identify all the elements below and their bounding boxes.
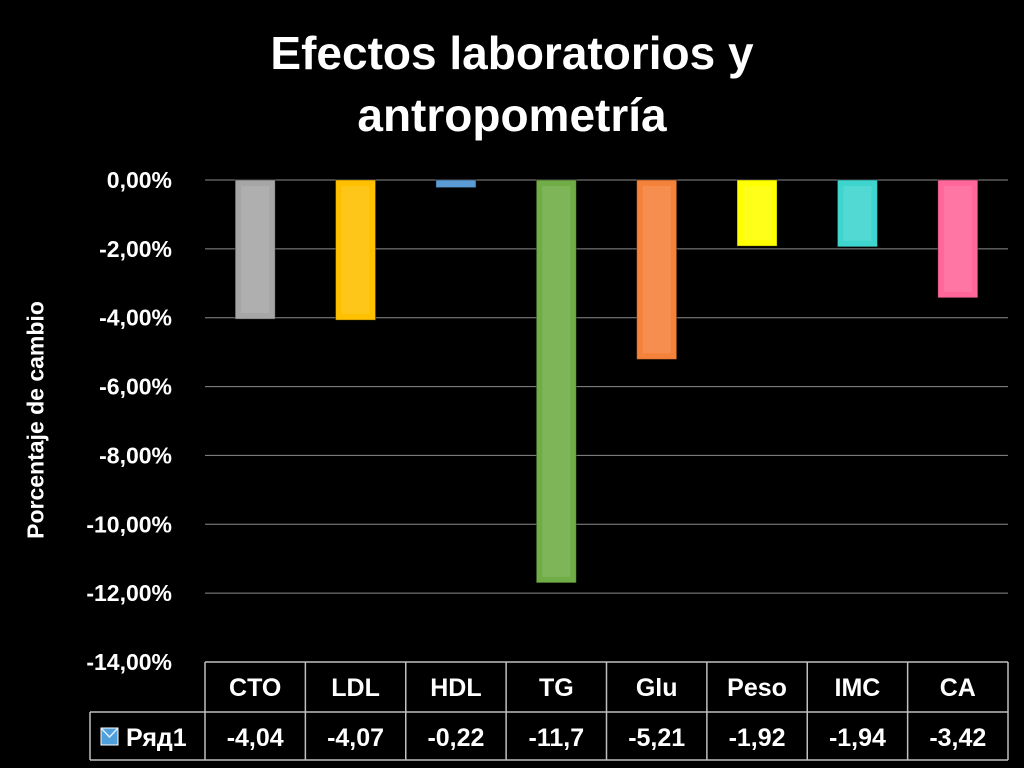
bar-glu — [636, 179, 678, 360]
bar-imc — [836, 179, 878, 248]
bar-bevel — [642, 186, 671, 354]
x-tick-label: TG — [539, 674, 574, 702]
y-tick-label: 0,00% — [107, 167, 172, 193]
x-tick-label: HDL — [430, 674, 481, 702]
bar-bevel — [241, 186, 270, 314]
y-tick-label: -14,00% — [86, 649, 172, 675]
table-value: -1,92 — [729, 724, 786, 752]
legend-series-name: Ряд1 — [126, 724, 187, 752]
y-tick-label: -6,00% — [99, 374, 172, 400]
legend-key-shine — [100, 727, 119, 739]
bar-peso — [736, 179, 778, 247]
x-tick-label: Peso — [727, 674, 787, 702]
bar-ca — [937, 179, 979, 299]
chart-title-line-1: Efectos laboratorios y — [270, 27, 754, 79]
table-value: -4,07 — [327, 724, 384, 752]
table-value: -1,94 — [829, 724, 886, 752]
bar-bevel — [743, 186, 772, 241]
bar-bevel — [542, 186, 571, 577]
bar-tg — [535, 179, 577, 584]
table-value: -0,22 — [427, 724, 484, 752]
x-tick-label: IMC — [835, 674, 881, 702]
x-tick-label: CTO — [229, 674, 281, 702]
y-tick-label: -2,00% — [99, 236, 172, 262]
chart-title-line-2: antropometría — [357, 89, 667, 141]
chart-title: Efectos laboratorios y antropometría — [112, 22, 912, 146]
x-tick-label: CA — [940, 674, 976, 702]
bar-bevel — [843, 186, 872, 241]
table-value: -3,42 — [929, 724, 986, 752]
bar-bevel — [341, 186, 370, 315]
bar-bevel — [943, 186, 972, 292]
y-tick-label: -8,00% — [99, 442, 172, 468]
y-tick-label: -4,00% — [99, 305, 172, 331]
table-value: -5,21 — [628, 724, 685, 752]
bar-ldl — [335, 179, 377, 321]
table-value: -4,04 — [227, 724, 284, 752]
y-tick-label: -12,00% — [86, 580, 172, 606]
y-tick-label: -10,00% — [86, 511, 172, 537]
x-tick-label: LDL — [331, 674, 380, 702]
bar-cto — [234, 179, 276, 320]
bar-hdl — [435, 179, 477, 189]
table-value: -11,7 — [529, 724, 585, 752]
x-tick-label: Glu — [636, 674, 678, 702]
